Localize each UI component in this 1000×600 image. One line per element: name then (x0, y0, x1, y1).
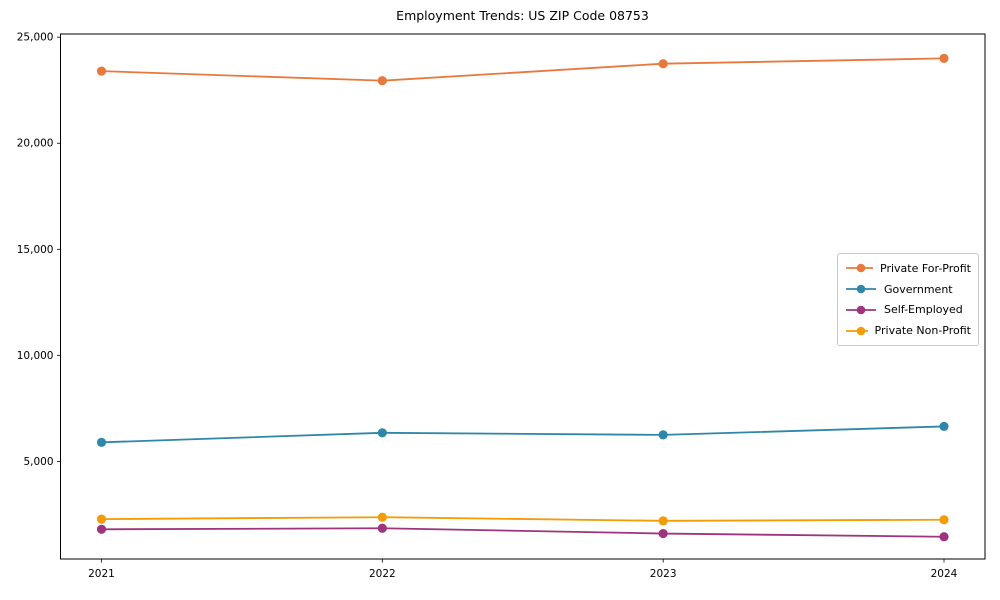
data-point-marker (939, 53, 949, 63)
legend-item: Self-Employed (845, 303, 971, 316)
plot-border (60, 33, 986, 560)
legend-line-marker-icon (846, 264, 873, 273)
y-tick-label: 25,000 (17, 32, 54, 44)
legend-label: Private Non-Profit (874, 324, 971, 338)
chart-legend: Private For-Profit Government Self-Employe… (837, 253, 979, 346)
legend-line-marker-icon (846, 305, 876, 315)
data-point-marker (939, 515, 949, 525)
x-tick-label: 2022 (369, 568, 396, 580)
data-point-marker (939, 421, 949, 432)
legend-item: Private Non-Profit (845, 324, 971, 337)
data-point-marker (96, 66, 107, 76)
data-point-marker (96, 514, 107, 524)
data-point-marker (939, 532, 949, 542)
series-line (101, 57, 945, 82)
series-line (101, 516, 945, 522)
y-tick-label: 15,000 (17, 244, 54, 256)
chart-title: Employment Trends: US ZIP Code 08753 (396, 8, 649, 23)
y-tick-label: 10,000 (17, 350, 54, 362)
data-point-marker (377, 512, 387, 522)
legend-label: Private For-Profit (880, 261, 971, 275)
x-tick-label: 2021 (88, 568, 115, 580)
legend-line-marker-icon (846, 284, 876, 294)
series-line (101, 527, 945, 538)
data-point-marker (658, 59, 668, 69)
legend-item: Private For-Profit (845, 262, 971, 275)
data-point-marker (377, 523, 387, 533)
y-tick-label: 5,000 (23, 456, 53, 468)
data-point-marker (658, 430, 668, 440)
legend-item: Government (845, 283, 971, 296)
data-point-marker (658, 528, 668, 539)
x-tick-label: 2024 (931, 568, 958, 580)
legend-label: Self-Employed (884, 303, 963, 317)
data-point-marker (96, 437, 107, 447)
data-point-marker (377, 76, 387, 86)
x-tick-label: 2023 (650, 568, 677, 580)
legend-line-marker-icon (846, 326, 868, 335)
data-point-marker (377, 428, 387, 438)
legend-label: Government (884, 282, 953, 296)
series-line (101, 425, 945, 444)
data-point-marker (658, 516, 668, 526)
data-point-marker (96, 524, 107, 534)
y-tick-label: 20,000 (17, 138, 54, 150)
